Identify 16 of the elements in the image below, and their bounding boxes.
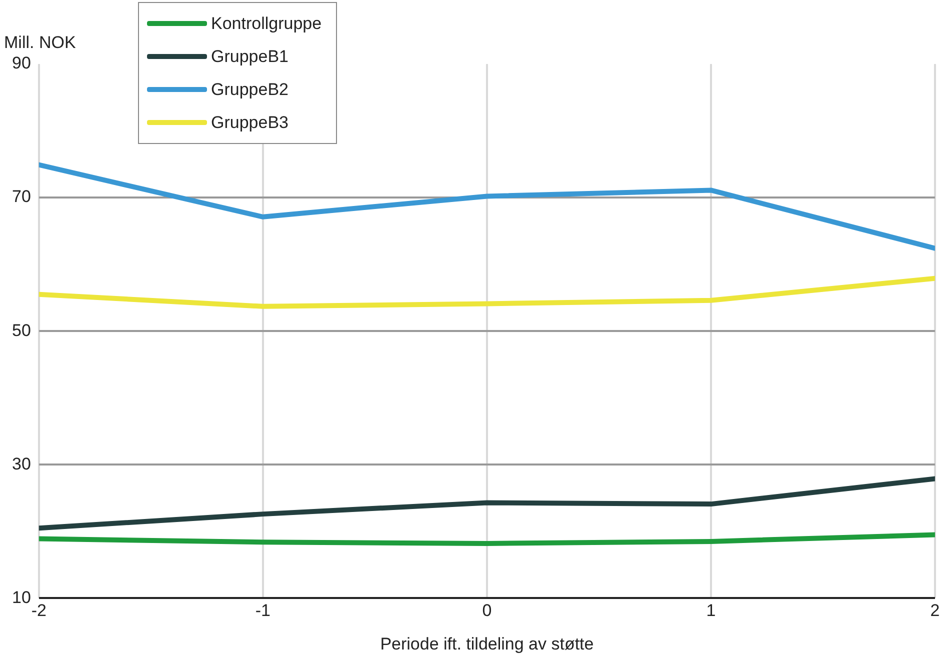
y-tick-label: 90 bbox=[12, 54, 31, 73]
x-tick-label: -1 bbox=[255, 601, 270, 620]
legend-label: Kontrollgruppe bbox=[211, 14, 322, 34]
legend-label: GruppeB3 bbox=[211, 112, 288, 132]
y-tick-label: 70 bbox=[12, 187, 31, 206]
x-tick-label: 0 bbox=[482, 601, 492, 620]
x-axis-title: Periode ift. tildeling av støtte bbox=[380, 634, 594, 654]
y-tick-label: 30 bbox=[12, 454, 31, 474]
legend-label: GruppeB1 bbox=[211, 46, 288, 66]
x-tick-label: 1 bbox=[706, 601, 716, 620]
x-tick-label: 2 bbox=[930, 601, 940, 620]
x-tick-label: -2 bbox=[31, 601, 46, 620]
y-axis-title: Mill. NOK bbox=[4, 33, 76, 52]
y-tick-label: 50 bbox=[12, 320, 31, 340]
y-tick-label: 10 bbox=[12, 588, 31, 607]
legend-label: GruppeB2 bbox=[211, 80, 288, 100]
